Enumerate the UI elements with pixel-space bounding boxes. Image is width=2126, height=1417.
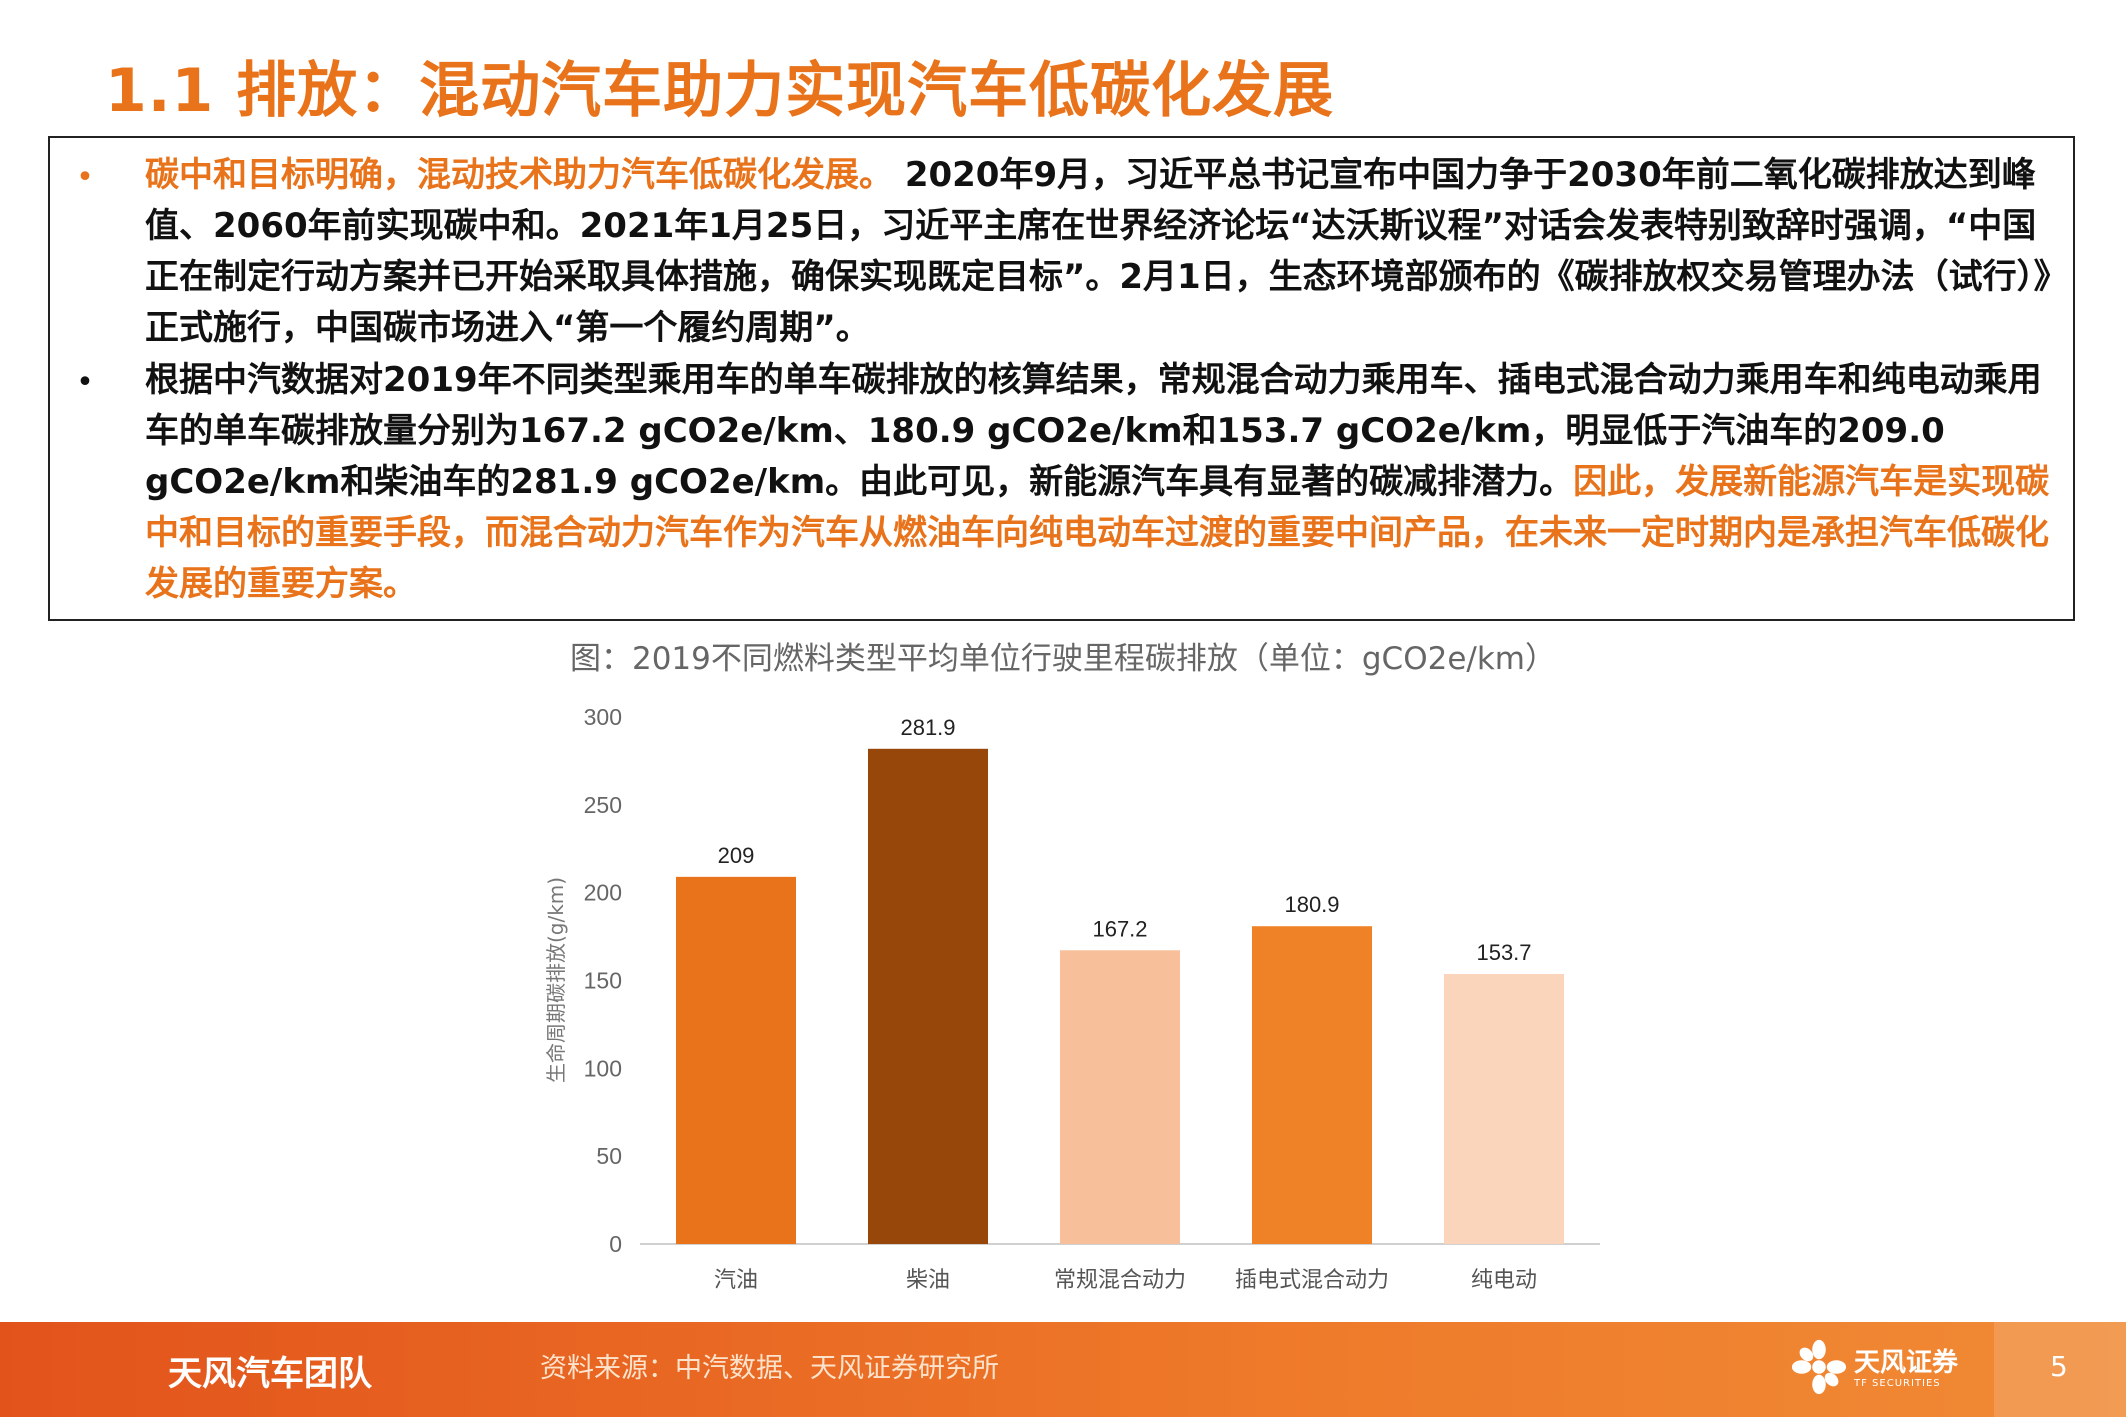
bar: [1444, 974, 1564, 1244]
logo-text-en: TF SECURITIES: [1854, 1378, 1941, 1389]
bar: [1252, 926, 1372, 1244]
bar: [676, 876, 796, 1244]
bullet-paragraph-2: 根据中汽数据对2019年不同类型乘用车的单车碳排放的核算结果，常规混合动力乘用车…: [145, 355, 2060, 610]
y-tick-label: 200: [584, 880, 622, 906]
footer-source: 资料来源：中汽数据、天风证券研究所: [540, 1353, 999, 1384]
bullet-paragraph-1: 碳中和目标明确，混动技术助力汽车低碳化发展。 2020年9月，习近平总书记宣布中…: [145, 150, 2060, 354]
logo-text-cn: 天风证券: [1854, 1348, 1959, 1378]
y-tick-label: 150: [584, 968, 622, 994]
data-label: 153.7: [1476, 940, 1531, 965]
x-tick-label: 常规混合动力: [1054, 1268, 1186, 1293]
summary-textbox: [48, 136, 2075, 621]
bar: [868, 748, 988, 1244]
x-tick-label: 汽油: [714, 1268, 758, 1293]
company-logo: 天风证券 TF SECURITIES: [1790, 1334, 1990, 1404]
bullet-marker-2: •: [76, 365, 94, 400]
data-label: 180.9: [1284, 892, 1339, 917]
y-tick-label: 100: [584, 1055, 622, 1081]
page-number: 5: [2050, 1350, 2068, 1383]
data-label: 209: [718, 843, 755, 868]
chart-caption: 图：2019不同燃料类型平均单位行驶里程碳排放（单位：gCO2e/km）: [569, 641, 1556, 677]
x-tick-label: 插电式混合动力: [1235, 1268, 1389, 1293]
y-tick-label: 250: [584, 792, 622, 818]
data-label: 167.2: [1092, 916, 1147, 941]
x-tick-label: 纯电动: [1471, 1268, 1537, 1293]
bullet-1-highlight: 碳中和目标明确，混动技术助力汽车低碳化发展。: [145, 155, 893, 195]
bullet-2-text: 根据中汽数据对2019年不同类型乘用车的单车碳排放的核算结果，常规混合动力乘用车…: [145, 360, 2042, 502]
y-tick-label: 300: [584, 704, 622, 730]
logo-flower-icon: [1791, 1339, 1847, 1395]
bullet-marker-1: •: [76, 160, 94, 195]
y-axis-label: 生命周期碳排放(g/km): [544, 877, 568, 1083]
bar: [1060, 950, 1180, 1244]
page-title: 1.1 排放：混动汽车助力实现汽车低碳化发展: [105, 56, 1335, 126]
bullet-1-text: 2020年9月，习近平总书记宣布中国力争于2030年前二氧化碳排放达到峰值、20…: [145, 155, 2051, 348]
y-tick-label: 0: [609, 1231, 622, 1257]
data-label: 281.9: [900, 715, 955, 740]
page-number-box: [1994, 1322, 2126, 1417]
y-tick-label: 50: [596, 1143, 622, 1169]
x-tick-label: 柴油: [906, 1268, 950, 1293]
bullet-2-highlight: 因此，发展新能源汽车是实现碳中和目标的重要手段，而混合动力汽车作为汽车从燃油车向…: [145, 462, 2050, 604]
footer-bar: 天风汽车团队 资料来源：中汽数据、天风证券研究所 天风证券 TF SECURIT…: [0, 1322, 2126, 1417]
bar-chart: 0 50 100 150 200 250 300 209 汽油 281.9 柴油 167.2 常规混合动…: [544, 704, 1600, 1293]
footer-team-name: 天风汽车团队: [168, 1354, 372, 1394]
